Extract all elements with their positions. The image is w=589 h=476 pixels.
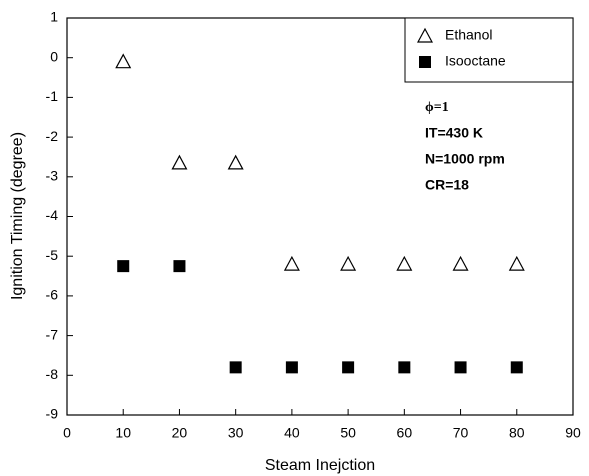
x-tick-label: 0 xyxy=(63,425,71,441)
x-tick-label: 30 xyxy=(228,425,244,441)
point xyxy=(340,255,357,271)
point xyxy=(396,255,413,271)
legend-marker xyxy=(419,56,431,68)
point xyxy=(454,361,467,374)
point xyxy=(398,361,411,374)
x-tick-label: 20 xyxy=(172,425,188,441)
y-tick-label: -9 xyxy=(46,406,59,422)
legend-box xyxy=(404,17,574,83)
x-tick-label: 60 xyxy=(397,425,413,441)
point xyxy=(227,154,244,170)
y-tick-label: -3 xyxy=(46,168,59,184)
x-tick-label: 40 xyxy=(284,425,300,441)
legend-label: Ethanol xyxy=(445,27,492,43)
y-tick-label: 0 xyxy=(50,48,58,64)
annotation: IT=430 K xyxy=(425,125,483,141)
point xyxy=(285,361,298,374)
point xyxy=(342,361,355,374)
x-tick-label: 10 xyxy=(115,425,131,441)
point xyxy=(117,260,130,273)
point xyxy=(173,260,186,273)
annotation: CR=18 xyxy=(425,177,469,193)
x-tick-label: 80 xyxy=(509,425,525,441)
legend-marker xyxy=(416,27,434,43)
annotation: N=1000 rpm xyxy=(425,151,505,167)
x-axis-label: Steam Inejction xyxy=(265,457,375,474)
y-tick-label: -1 xyxy=(46,88,59,104)
y-axis-label: Ignition Timing (degree) xyxy=(9,132,26,300)
y-tick-label: -4 xyxy=(46,207,59,223)
y-tick-label: -8 xyxy=(46,366,59,382)
y-tick-label: -2 xyxy=(46,128,59,144)
x-tick-label: 90 xyxy=(565,425,581,441)
point xyxy=(283,255,300,271)
point xyxy=(229,361,242,374)
x-tick-label: 70 xyxy=(453,425,469,441)
y-tick-label: 1 xyxy=(50,9,58,25)
annotation: ϕ=1 xyxy=(425,100,449,115)
y-tick-label: -6 xyxy=(46,287,59,303)
x-tick-label: 50 xyxy=(340,425,356,441)
legend-label: Isooctane xyxy=(445,53,506,69)
point xyxy=(171,154,188,170)
y-tick-label: -5 xyxy=(46,247,59,263)
point xyxy=(508,255,525,271)
point xyxy=(115,53,132,69)
point xyxy=(452,255,469,271)
point xyxy=(510,361,523,374)
y-tick-label: -7 xyxy=(46,326,59,342)
